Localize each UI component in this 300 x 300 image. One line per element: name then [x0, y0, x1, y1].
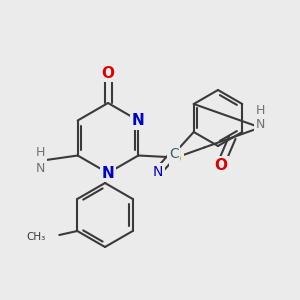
Text: H
N: H N — [36, 146, 45, 175]
Text: N: N — [153, 165, 163, 179]
Text: N: N — [132, 113, 145, 128]
Text: O: O — [101, 65, 115, 80]
Text: N: N — [102, 166, 114, 181]
Text: H
N: H N — [256, 103, 265, 131]
Text: O: O — [214, 158, 227, 173]
Text: C: C — [169, 147, 178, 161]
Text: S: S — [171, 150, 182, 165]
Text: CH₃: CH₃ — [26, 232, 45, 242]
